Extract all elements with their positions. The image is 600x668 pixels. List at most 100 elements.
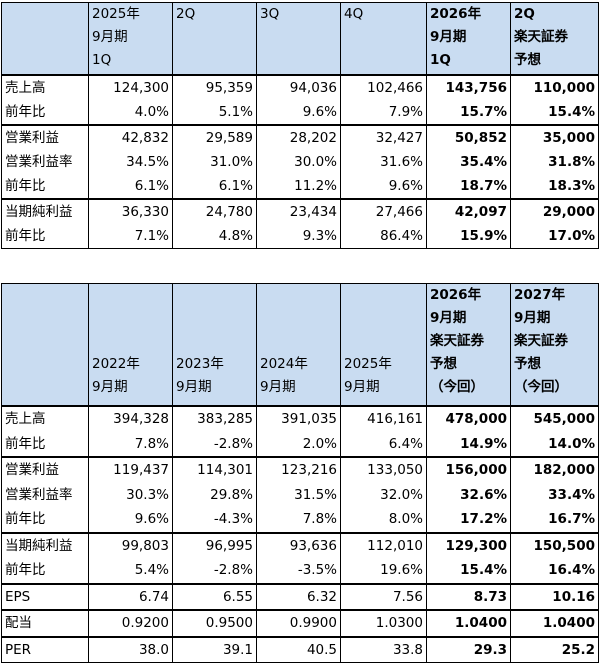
cell: 8.0% <box>340 507 427 533</box>
cell: 31.0% <box>172 149 257 174</box>
cell: 17.0% <box>510 223 599 249</box>
cell: 129,300 <box>426 531 511 558</box>
header-cell: 2022年 9月期 <box>88 283 173 406</box>
cell: 16.4% <box>510 558 599 584</box>
row-label: 営業利益率 <box>1 482 89 507</box>
cell: 31.8% <box>510 149 599 174</box>
cell: 6.4% <box>340 431 427 457</box>
header-cell: 3Q <box>256 2 341 75</box>
cell: 33.8 <box>340 635 427 663</box>
header-cell: 2027年 9月期 楽天証券 予想 （今回） <box>510 283 599 406</box>
row-label: 前年比 <box>1 223 89 249</box>
data-row: 営業利益率 34.5% 31.0% 30.0% 31.6% 35.4% 31.8% <box>1 149 599 174</box>
cell: 34.5% <box>88 149 173 174</box>
cell: 6.1% <box>88 173 173 199</box>
cell: 11.2% <box>256 173 341 199</box>
header-cell: 2026年 9月期 1Q <box>426 2 511 75</box>
cell: 39.1 <box>172 635 257 663</box>
cell: 0.9500 <box>172 609 257 637</box>
cell: 50,852 <box>426 123 511 150</box>
cell: 15.9% <box>426 223 511 249</box>
cell: 42,097 <box>426 197 511 224</box>
cell: 19.6% <box>340 558 427 584</box>
cell: 40.5 <box>256 635 341 663</box>
cell: 150,500 <box>510 531 599 558</box>
cell: 32,427 <box>340 123 427 150</box>
data-row: 売上高 124,300 95,359 94,036 102,466 143,756 110,… <box>1 73 599 100</box>
cell: 28,202 <box>256 123 341 150</box>
cell: 7.56 <box>340 582 427 610</box>
cell: 29.8% <box>172 482 257 507</box>
data-row: 前年比 4.0% 5.1% 9.6% 7.9% 15.7% 15.4% <box>1 99 599 125</box>
cell: 114,301 <box>172 456 257 483</box>
cell: 30.0% <box>256 149 341 174</box>
data-row: 前年比 5.4% -2.8% -3.5% 19.6% 15.4% 16.4% <box>1 558 599 584</box>
cell: 5.4% <box>88 558 173 584</box>
cell: 10.16 <box>510 582 599 610</box>
cell: 31.5% <box>256 482 341 507</box>
cell: 416,161 <box>340 405 427 432</box>
cell: 14.0% <box>510 431 599 457</box>
cell: 391,035 <box>256 405 341 432</box>
cell: 6.32 <box>256 582 341 610</box>
row-label: 営業利益 <box>1 456 89 483</box>
cell: 42,832 <box>88 123 173 150</box>
cell: 32.0% <box>340 482 427 507</box>
cell: 110,000 <box>510 73 599 100</box>
cell: -3.5% <box>256 558 341 584</box>
cell: 29.3 <box>426 635 511 663</box>
data-row: 前年比 6.1% 6.1% 11.2% 9.6% 18.7% 18.3% <box>1 173 599 199</box>
header-corner <box>1 2 89 75</box>
cell: 123,216 <box>256 456 341 483</box>
row-label: 当期純利益 <box>1 197 89 224</box>
cell: 35.4% <box>426 149 511 174</box>
data-row: 前年比 7.1% 4.8% 9.3% 86.4% 15.9% 17.0% <box>1 223 599 249</box>
row-label: 当期純利益 <box>1 531 89 558</box>
row-label: 営業利益 <box>1 123 89 150</box>
cell: 29,589 <box>172 123 257 150</box>
cell: 478,000 <box>426 405 511 432</box>
header-cell: 2023年 9月期 <box>172 283 257 406</box>
data-row: 配当 0.9200 0.9500 0.9900 1.0300 1.0400 1.0400 <box>1 609 599 637</box>
cell: -4.3% <box>172 507 257 533</box>
data-row: 営業利益 119,437 114,301 123,216 133,050 156,000 1… <box>1 456 599 483</box>
cell: 96,995 <box>172 531 257 558</box>
cell: 94,036 <box>256 73 341 100</box>
cell: 8.73 <box>426 582 511 610</box>
row-label: 前年比 <box>1 431 89 457</box>
cell: 5.1% <box>172 99 257 125</box>
cell: 14.9% <box>426 431 511 457</box>
data-row: 当期純利益 99,803 96,995 93,636 112,010 129,300 150… <box>1 531 599 558</box>
cell: -2.8% <box>172 431 257 457</box>
cell: 93,636 <box>256 531 341 558</box>
data-row: 売上高 394,328 383,285 391,035 416,161 478,000 54… <box>1 405 599 432</box>
cell: 182,000 <box>510 456 599 483</box>
cell: 95,359 <box>172 73 257 100</box>
cell: 7.8% <box>256 507 341 533</box>
cell: 38.0 <box>88 635 173 663</box>
cell: 16.7% <box>510 507 599 533</box>
cell: 394,328 <box>88 405 173 432</box>
data-row: 前年比 7.8% -2.8% 2.0% 6.4% 14.9% 14.0% <box>1 431 599 457</box>
cell: 25.2 <box>510 635 599 663</box>
cell: 7.8% <box>88 431 173 457</box>
row-label: 前年比 <box>1 173 89 199</box>
cell: 1.0400 <box>426 609 511 637</box>
annual-table: 2022年 9月期 2023年 9月期 2024年 9月期 2025年 9月期 2026… <box>1 283 599 663</box>
cell: 36,330 <box>88 197 173 224</box>
cell: 0.9200 <box>88 609 173 637</box>
row-label: 売上高 <box>1 73 89 100</box>
cell: 31.6% <box>340 149 427 174</box>
row-label: PER <box>1 635 89 663</box>
header-cell: 2025年 9月期 <box>340 283 427 406</box>
row-label: 前年比 <box>1 558 89 584</box>
cell: 7.1% <box>88 223 173 249</box>
data-row: 前年比 9.6% -4.3% 7.8% 8.0% 17.2% 16.7% <box>1 507 599 533</box>
header-cell: 4Q <box>340 2 427 75</box>
header-row: 2025年 9月期 1Q 2Q 3Q 4Q 2026年 9月期 1Q 2Q 楽天証券 予想 <box>1 2 599 75</box>
header-cell: 2Q <box>172 2 257 75</box>
header-cell: 2Q 楽天証券 予想 <box>510 2 599 75</box>
header-corner <box>1 283 89 406</box>
row-label: EPS <box>1 582 89 610</box>
cell: 30.3% <box>88 482 173 507</box>
